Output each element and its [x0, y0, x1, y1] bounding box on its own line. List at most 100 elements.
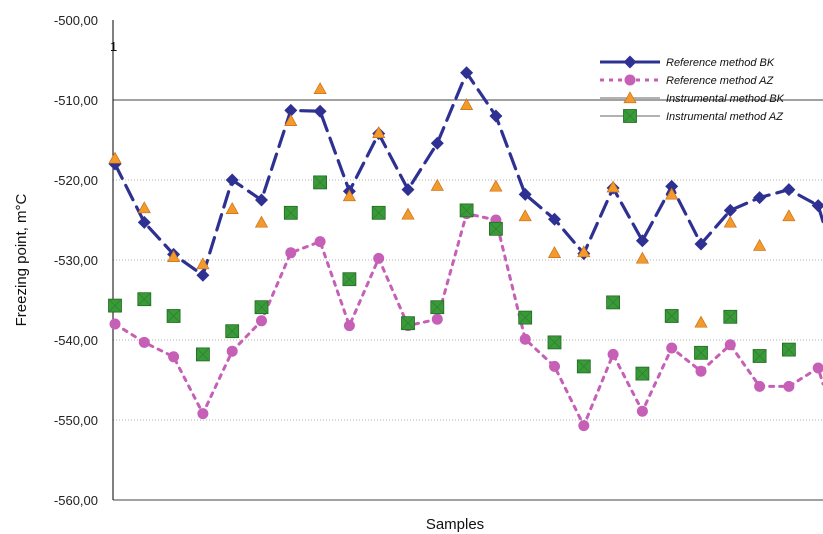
data-point: [549, 360, 560, 372]
series-line: [113, 71, 823, 277]
data-point-cross: [547, 335, 562, 350]
data-point: [607, 348, 619, 360]
y-tick-labels: -500,00 -510,00 -520,00 -530,00 -540,00 -550,…: [54, 13, 98, 508]
data-point: [489, 109, 503, 123]
data-point: [168, 351, 180, 363]
data-point: [723, 203, 737, 217]
data-point: [197, 408, 209, 420]
data-point-cross: [254, 300, 269, 314]
y-tick-label: -540,00: [54, 333, 98, 348]
data-point-cross: [430, 300, 445, 314]
legend-label: Instrumental method AZ: [666, 111, 784, 123]
data-point-cross: [782, 342, 796, 357]
data-point: [401, 207, 415, 220]
data-point-cross: [459, 203, 474, 218]
data-point: [314, 236, 326, 248]
data-point: [695, 365, 707, 377]
data-point: [342, 189, 356, 202]
data-point: [225, 173, 239, 187]
legend-item-3: Instrumental method AZ: [600, 109, 784, 123]
data-point-cross: [694, 346, 708, 360]
data-point: [665, 179, 679, 193]
data-point: [811, 199, 823, 213]
y-tick-label: -550,00: [54, 413, 98, 428]
data-point-cross: [577, 359, 591, 374]
data-point: [753, 238, 767, 251]
data-point-cross: [752, 349, 767, 363]
data-point-cross: [108, 298, 122, 313]
data-point-cross: [137, 292, 152, 306]
data-point: [138, 336, 150, 348]
data-point: [285, 247, 297, 259]
data-point-cross: [606, 295, 620, 310]
data-point: [666, 342, 678, 354]
data-point: [284, 103, 298, 117]
data-point: [635, 251, 649, 264]
data-point-cross: [284, 206, 298, 220]
legend-item-2: Instrumental method BK: [600, 91, 785, 105]
data-point: [225, 202, 239, 214]
data-point: [694, 237, 708, 251]
data-point: [782, 183, 796, 197]
corner-label: 1: [110, 39, 117, 54]
legend: Reference method BK Reference method AZ In…: [600, 55, 785, 123]
data-point-cross: [518, 310, 532, 325]
series-line: [113, 212, 823, 428]
data-point: [137, 201, 151, 214]
legend-label: Reference method BK: [666, 57, 775, 69]
data-point: [548, 212, 561, 226]
data-point-cross: [342, 272, 357, 286]
series-layer: [108, 66, 823, 432]
y-tick-label: -530,00: [54, 253, 98, 268]
data-point-cross: [635, 366, 650, 381]
data-point-cross: [401, 316, 415, 330]
y-tick-label: -560,00: [54, 493, 98, 508]
data-point: [694, 315, 708, 328]
data-point: [518, 187, 532, 201]
y-tick-label: -500,00: [54, 13, 98, 28]
data-point: [754, 380, 766, 392]
series-1: [109, 208, 823, 432]
data-point: [196, 257, 210, 270]
data-point: [431, 313, 443, 325]
data-point: [430, 136, 444, 150]
data-point-cross: [225, 324, 239, 338]
data-point: [783, 380, 795, 392]
legend-marker: [623, 55, 637, 69]
data-point: [724, 339, 736, 351]
legend-marker-cross: [623, 109, 637, 123]
legend-item-1: Reference method AZ: [600, 74, 774, 87]
data-point: [401, 183, 415, 197]
data-point: [137, 215, 151, 229]
data-point: [256, 315, 267, 327]
data-point: [372, 126, 386, 138]
legend-label: Instrumental method BK: [666, 93, 785, 105]
y-tick-label: -510,00: [54, 93, 98, 108]
data-point: [430, 178, 444, 191]
data-point: [373, 252, 385, 264]
data-point: [255, 193, 268, 207]
data-point: [284, 114, 298, 126]
data-point: [167, 250, 181, 262]
legend-marker: [623, 91, 637, 104]
data-point-cross: [723, 310, 738, 324]
data-point: [782, 209, 796, 222]
y-tick-label: -520,00: [54, 173, 98, 188]
data-point-cross: [371, 206, 386, 220]
data-point: [254, 215, 269, 228]
data-point-cross: [664, 309, 679, 323]
data-point: [577, 245, 591, 258]
data-point-cross: [196, 347, 210, 362]
data-point: [578, 420, 590, 432]
y-axis-title: Freezing point, m°C: [13, 193, 30, 326]
data-point: [753, 191, 767, 205]
data-point: [460, 66, 474, 80]
x-axis-title: Samples: [426, 516, 484, 533]
series-2: [108, 82, 796, 328]
legend-marker: [624, 74, 636, 86]
series-0: [108, 66, 823, 282]
data-point: [665, 187, 679, 200]
data-point: [636, 405, 648, 417]
data-point: [109, 318, 121, 330]
